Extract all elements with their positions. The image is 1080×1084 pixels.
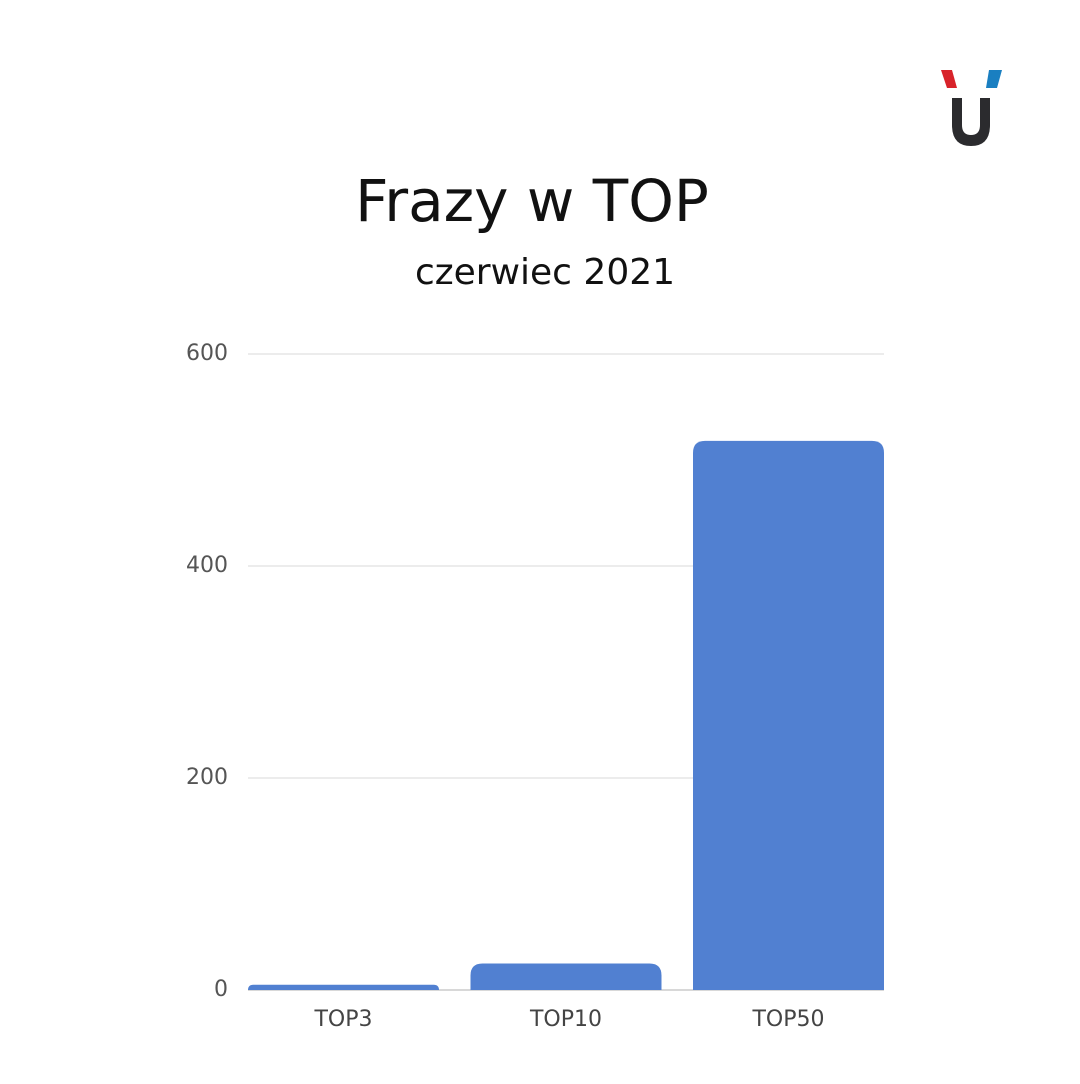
logo (941, 70, 1002, 146)
y-tick-label: 0 (214, 977, 228, 1002)
y-tick-label: 400 (186, 553, 228, 578)
bar (693, 440, 884, 990)
y-tick-label: 600 (186, 341, 228, 366)
chart-title: Frazy w TOP (355, 167, 709, 235)
x-tick-label: TOP10 (529, 1007, 602, 1032)
bar (470, 963, 662, 990)
y-tick-label: 200 (186, 765, 228, 790)
bar (248, 984, 439, 990)
x-tick-label: TOP50 (751, 1007, 824, 1032)
x-tick-label: TOP3 (313, 1007, 372, 1032)
chart-subtitle: czerwiec 2021 (415, 252, 675, 293)
